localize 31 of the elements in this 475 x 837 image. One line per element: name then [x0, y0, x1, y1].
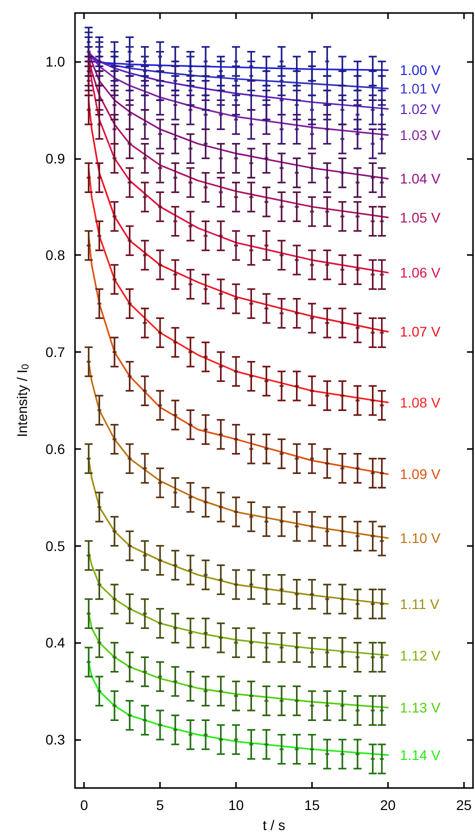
x-tick-label: 25: [456, 797, 472, 813]
series-label: 1.10 V: [400, 530, 442, 546]
series-label: 1.04 V: [400, 170, 442, 187]
series-label: 1.06 V: [400, 264, 442, 281]
series-label: 1.09 V: [400, 466, 442, 482]
series-label: 1.07 V: [400, 324, 442, 340]
series-label: 1.01 V: [400, 80, 442, 97]
x-tick-label: 20: [380, 797, 396, 813]
y-axis-title: Intensity / I0: [14, 363, 32, 438]
y-tick-label: 0.7: [46, 344, 66, 360]
x-tick-label: 15: [304, 797, 320, 813]
series-label: 1.03 V: [400, 127, 442, 144]
x-tick-label: 0: [80, 797, 88, 813]
series-label: 1.12 V: [400, 647, 442, 664]
x-tick-label: 10: [228, 797, 244, 813]
series-label: 1.00 V: [400, 62, 442, 78]
y-tick-label: 0.5: [46, 538, 66, 554]
y-tick-label: 0.4: [46, 634, 66, 651]
series-label: 1.05 V: [400, 209, 442, 226]
series-label: 1.02 V: [400, 100, 442, 117]
x-axis-title: t / s: [262, 817, 286, 833]
x-tick-label: 5: [156, 797, 164, 813]
series-label: 1.11 V: [400, 596, 440, 612]
y-tick-label: 0.9: [46, 150, 66, 166]
y-tick-label: 1.0: [46, 53, 66, 70]
y-tick-label: 0.3: [46, 732, 66, 748]
y-tick-label: 0.8: [46, 247, 66, 264]
series-label: 1.13 V: [400, 700, 442, 716]
y-tick-label: 0.6: [46, 440, 66, 457]
series-label: 1.08 V: [400, 394, 442, 410]
series-label: 1.14 V: [400, 747, 442, 764]
